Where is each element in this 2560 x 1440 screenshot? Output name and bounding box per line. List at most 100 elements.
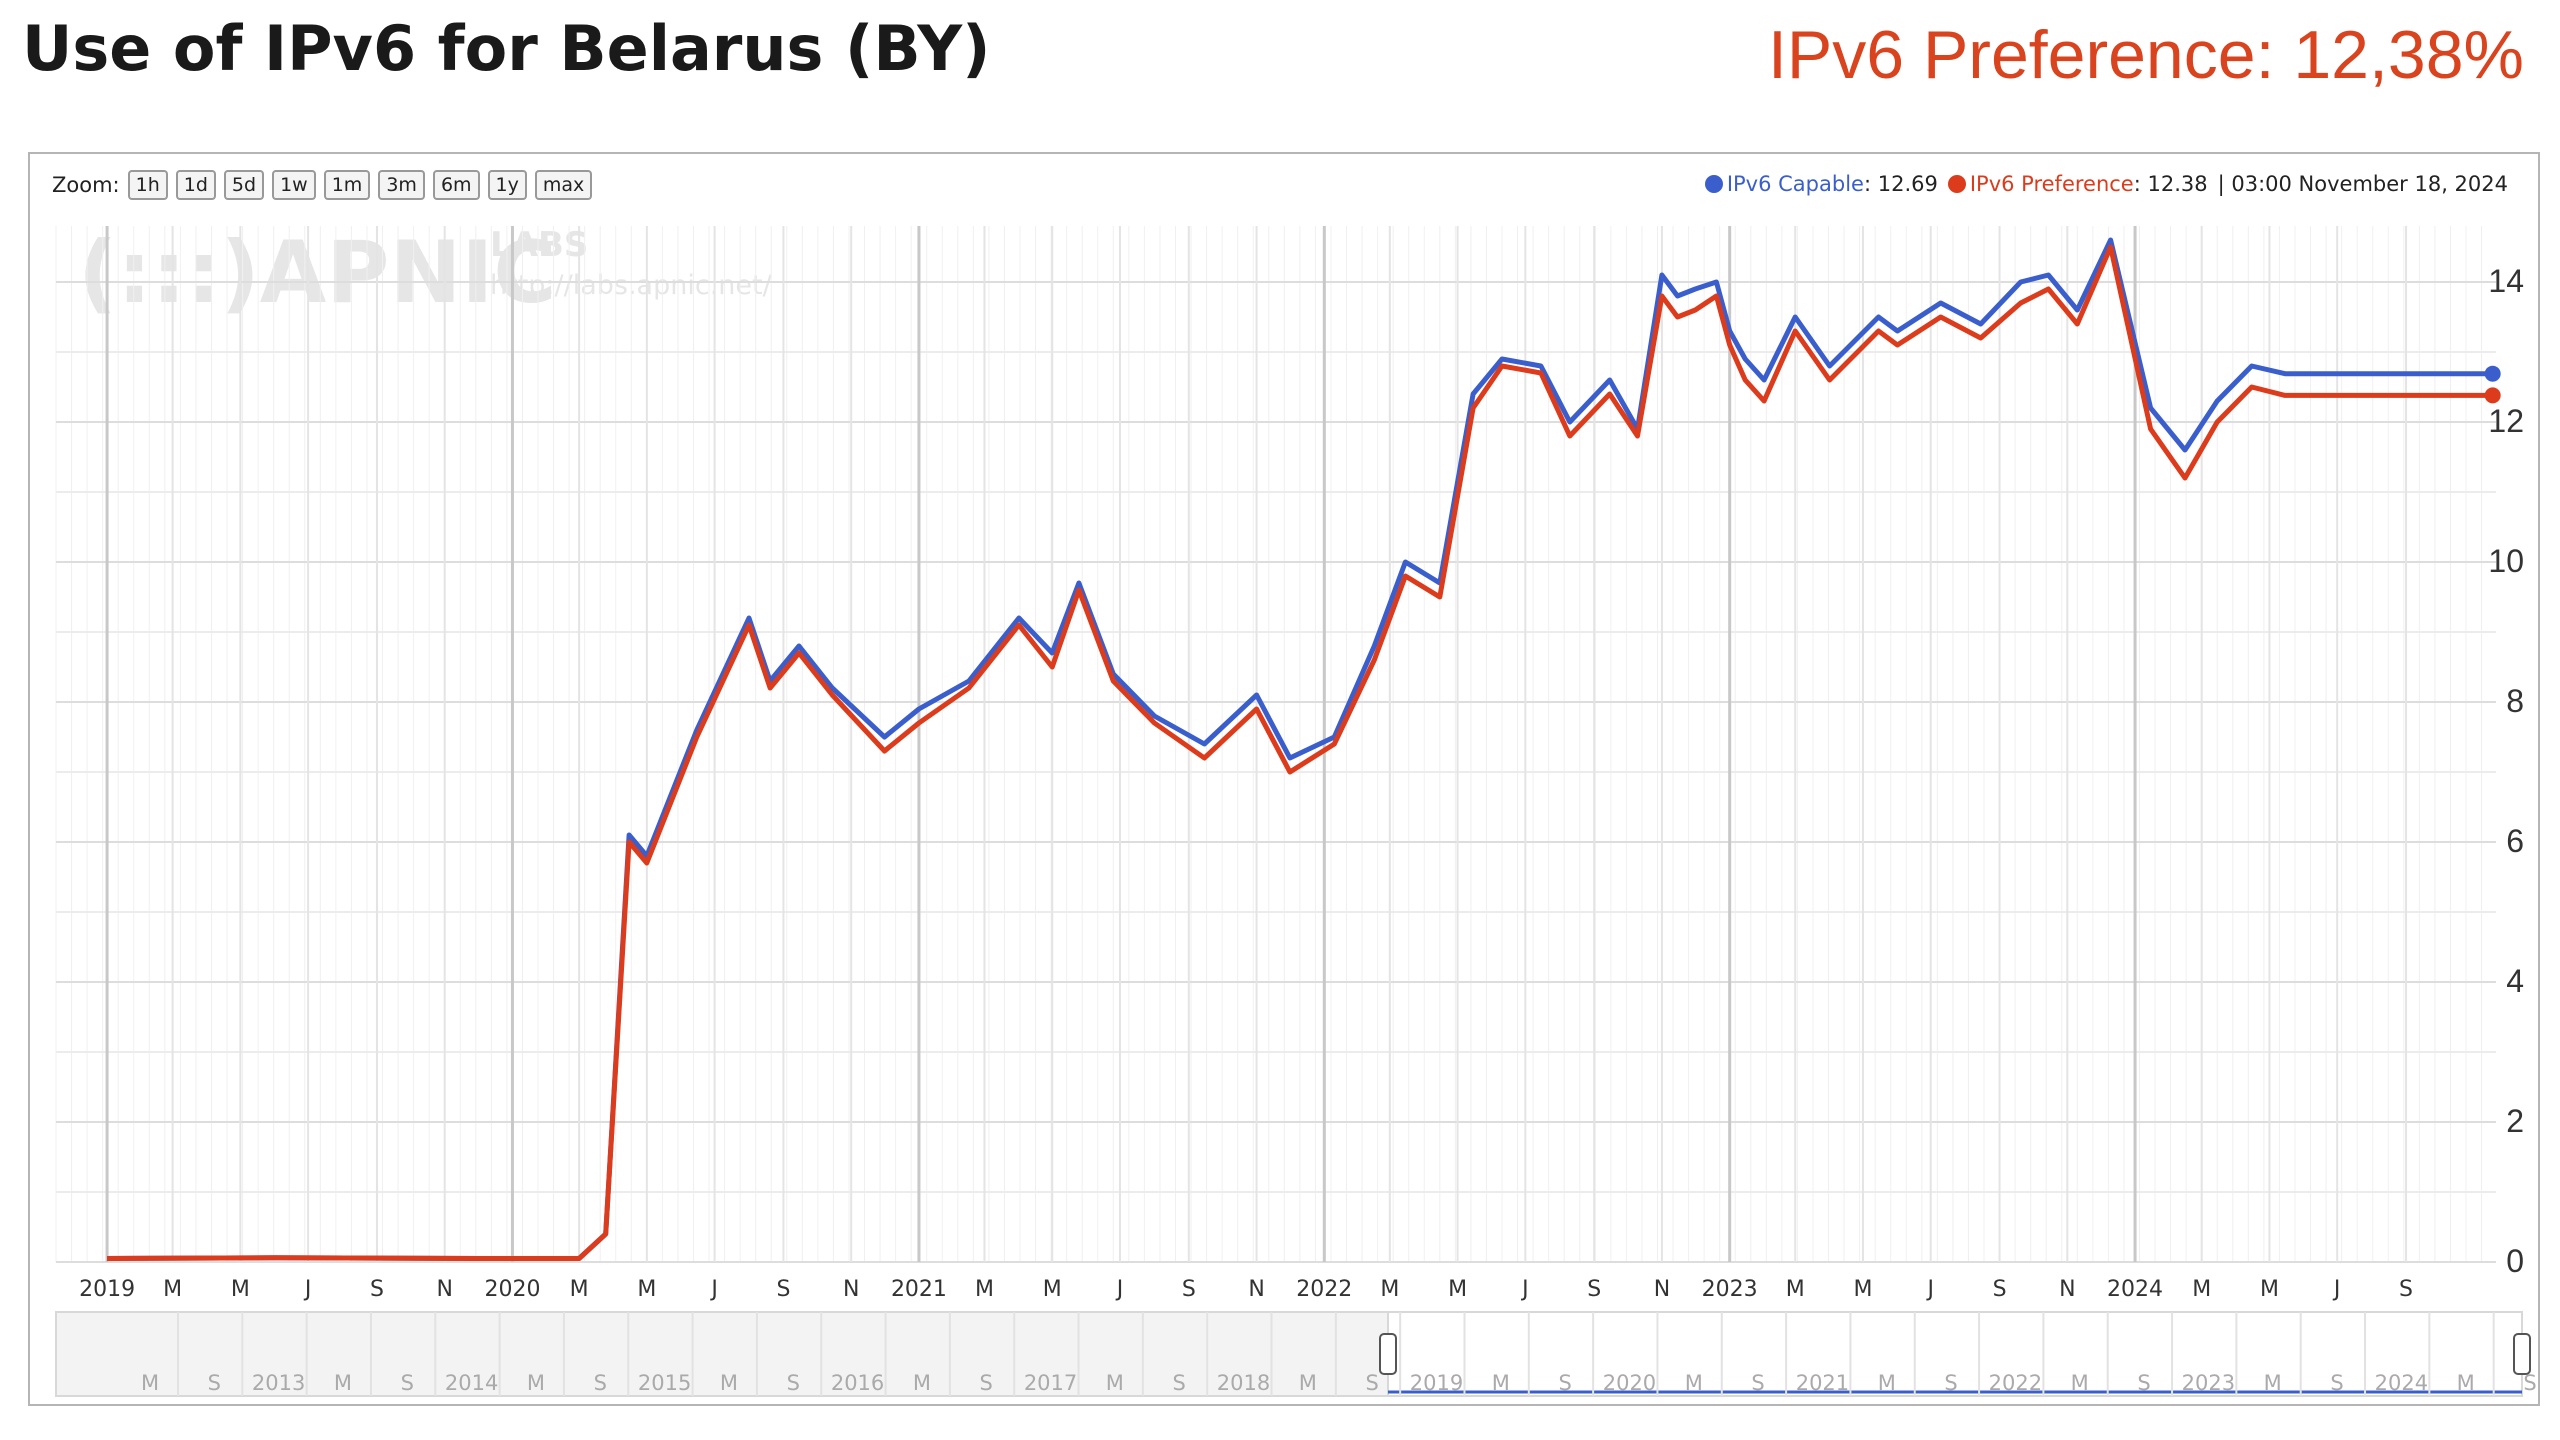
navigator-tick-label: 2020	[1603, 1371, 1656, 1395]
x-tick-label: N	[843, 1277, 859, 1302]
navigator-tick-label: M	[2071, 1371, 2089, 1395]
x-tick-label: M	[975, 1277, 994, 1302]
y-tick-label: 8	[2506, 683, 2524, 719]
navigator-tick-label: M	[1299, 1371, 1317, 1395]
zoom-max-button[interactable]: max	[534, 170, 593, 200]
zoom-5d-button[interactable]: 5d	[223, 170, 265, 200]
x-tick-label: 2019	[79, 1277, 135, 1302]
x-tick-label: N	[436, 1277, 452, 1302]
zoom-label: Zoom:	[52, 173, 120, 197]
x-tick-label: M	[163, 1277, 182, 1302]
x-tick-label: N	[1654, 1277, 1670, 1302]
navigator-tick-label: S	[1173, 1371, 1186, 1395]
navigator-tick-label: 2021	[1796, 1371, 1849, 1395]
x-tick-label: N	[1248, 1277, 1264, 1302]
series-ipv6-capable-line	[107, 237, 2493, 1261]
navigator-tick-label: S	[208, 1371, 221, 1395]
x-tick-label: M	[2260, 1277, 2279, 1302]
page-title: Use of IPv6 for Belarus (BY)	[22, 12, 991, 85]
navigator-tick-label: 2017	[1024, 1371, 1077, 1395]
navigator-tick-label: M	[913, 1371, 931, 1395]
x-tick-label: J	[1925, 1277, 1934, 1302]
zoom-1m-button[interactable]: 1m	[323, 170, 371, 200]
x-tick-label: M	[1380, 1277, 1399, 1302]
navigator-tick-label: M	[1685, 1371, 1703, 1395]
navigator-tick-label: S	[980, 1371, 993, 1395]
x-tick-label: S	[1587, 1277, 1601, 1302]
y-tick-label: 14	[2488, 263, 2524, 299]
zoom-6m-button[interactable]: 6m	[432, 170, 480, 200]
chart-container: (:::)APNIC LABS http://labs.apnic.net/2019…	[28, 152, 2540, 1406]
y-tick-label: 10	[2488, 543, 2524, 579]
zoom-1h-button[interactable]: 1h	[127, 170, 168, 200]
x-tick-label: S	[2399, 1277, 2413, 1302]
navigator-tick-label: 2019	[1410, 1371, 1463, 1395]
apnic-watermark-labs: LABS	[490, 225, 588, 265]
x-tick-label: J	[1115, 1277, 1124, 1302]
x-tick-label: M	[1786, 1277, 1805, 1302]
x-tick-label: 2022	[1296, 1277, 1352, 1302]
x-tick-label: S	[1993, 1277, 2007, 1302]
navigator-tick-label: 2016	[831, 1371, 884, 1395]
navigator-tick-label: S	[1558, 1371, 1571, 1395]
x-tick-label: M	[231, 1277, 250, 1302]
preference-end-marker	[2484, 387, 2501, 404]
capable-legend-dot-icon	[1704, 175, 1723, 193]
navigator-tick-label: S	[594, 1371, 607, 1395]
y-tick-label: 2	[2506, 1103, 2524, 1139]
x-tick-label: M	[1043, 1277, 1062, 1302]
zoom-controls: Zoom: 1h 1d 5d 1w 1m 3m 6m 1y max	[52, 170, 600, 200]
y-tick-label: 6	[2506, 823, 2524, 859]
chart-legend: IPv6 Capable : 12.69 IPv6 Preference : 1…	[1704, 172, 2508, 196]
x-tick-label: M	[2192, 1277, 2211, 1302]
x-tick-label: M	[570, 1277, 589, 1302]
navigator-tick-label: S	[2330, 1371, 2343, 1395]
navigator-right-handle-icon	[2513, 1333, 2531, 1375]
navigator-tick-label: S	[1751, 1371, 1764, 1395]
navigator-tick-label: S	[401, 1371, 414, 1395]
navigator-tick-label: M	[1106, 1371, 1124, 1395]
navigator-tick-label: S	[2137, 1371, 2150, 1395]
zoom-3m-button[interactable]: 3m	[378, 170, 425, 200]
navigator-tick-label: S	[2523, 1371, 2536, 1395]
navigator-tick-label: M	[1492, 1371, 1510, 1395]
y-tick-label: 4	[2506, 963, 2524, 999]
ipv6-preference-headline: IPv6 Preference: 12,38%	[1767, 17, 2524, 93]
navigator-tick-label: 2015	[638, 1371, 691, 1395]
navigator-tick-label: M	[527, 1371, 545, 1395]
legend-preference-value: : 12.38	[2133, 172, 2208, 196]
navigator-tick-label: M	[2264, 1371, 2282, 1395]
x-tick-label: S	[776, 1277, 790, 1302]
legend-timestamp: | 03:00 November 18, 2024	[2217, 172, 2508, 196]
x-tick-label: S	[1182, 1277, 1196, 1302]
x-tick-label: M	[637, 1277, 656, 1302]
navigator-tick-label: M	[334, 1371, 352, 1395]
x-tick-label: 2020	[484, 1277, 540, 1302]
legend-capable-value: : 12.69	[1863, 172, 1938, 196]
x-tick-label: 2021	[891, 1277, 947, 1302]
navigator-tick-label: 2024	[2375, 1371, 2428, 1395]
legend-capable-label: IPv6 Capable	[1726, 172, 1864, 196]
navigator-tick-label: 2018	[1217, 1371, 1270, 1395]
zoom-1d-button[interactable]: 1d	[175, 170, 216, 200]
x-tick-label: N	[2059, 1277, 2075, 1302]
x-tick-label: 2024	[2107, 1277, 2163, 1302]
navigator-tick-label: 2014	[445, 1371, 498, 1395]
navigator-tick-label: S	[1944, 1371, 1957, 1395]
x-tick-label: 2023	[1702, 1277, 1758, 1302]
x-tick-label: J	[1520, 1277, 1529, 1302]
x-tick-label: J	[303, 1277, 312, 1302]
y-tick-label: 12	[2488, 403, 2524, 439]
x-tick-label: S	[370, 1277, 384, 1302]
navigator-tick-label: 2022	[1989, 1371, 2042, 1395]
apnic-watermark-logo: (:::)APNIC	[78, 223, 556, 323]
navigator-left-handle-icon	[1379, 1333, 1397, 1375]
navigator-tick-label: M	[141, 1371, 159, 1395]
preference-legend-dot-icon	[1947, 175, 1966, 193]
zoom-1w-button[interactable]: 1w	[272, 170, 316, 200]
zoom-1y-button[interactable]: 1y	[487, 170, 527, 200]
navigator-tick-label: 2023	[2182, 1371, 2235, 1395]
legend-preference-label: IPv6 Preference	[1969, 172, 2134, 196]
navigator-tick-label: M	[720, 1371, 738, 1395]
capable-end-marker	[2484, 365, 2501, 382]
